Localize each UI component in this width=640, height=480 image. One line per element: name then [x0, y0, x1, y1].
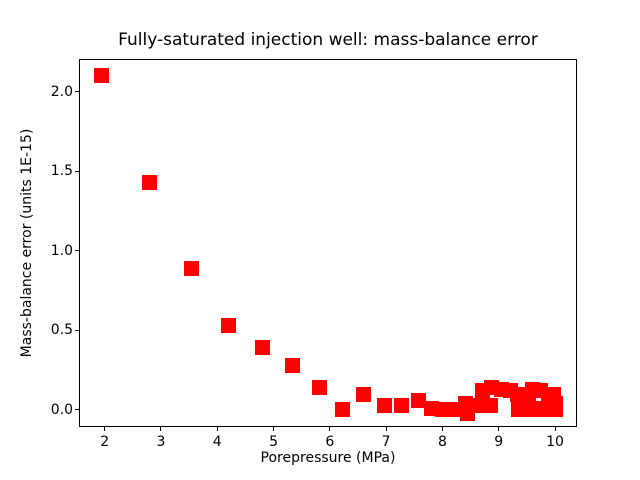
x-tick-label: 8	[437, 434, 447, 450]
x-tick-mark	[329, 427, 331, 431]
scatter-point	[548, 396, 564, 412]
scatter-point	[376, 397, 392, 413]
scatter-point	[94, 68, 110, 84]
x-tick-mark	[441, 427, 443, 431]
scatter-point	[311, 380, 327, 396]
x-tick-label: 2	[100, 434, 110, 450]
x-tick-label: 4	[212, 434, 222, 450]
scatter-point	[254, 340, 270, 356]
y-tick-mark	[75, 91, 79, 93]
x-tick-label: 5	[269, 434, 278, 450]
y-tick-mark	[75, 409, 79, 411]
y-tick-label: 0.5	[50, 322, 73, 339]
scatter-point	[410, 392, 426, 408]
y-tick-label: 0.0	[50, 401, 73, 418]
scatter-point	[284, 357, 300, 373]
x-tick-mark	[385, 427, 387, 431]
x-tick-mark	[498, 427, 500, 431]
scatter-point	[434, 402, 450, 418]
y-tick-label: 1.5	[50, 163, 73, 180]
x-axis-label: Porepressure (MPa)	[260, 450, 396, 466]
x-tick-mark	[273, 427, 275, 431]
scatter-point	[183, 260, 199, 276]
scatter-point	[394, 397, 410, 413]
scatter-point	[446, 402, 462, 418]
scatter-point	[334, 402, 350, 418]
x-tick-label: 6	[325, 434, 335, 450]
x-tick-mark	[216, 427, 218, 431]
chart-title: Fully-saturated injection well: mass-bal…	[118, 30, 538, 50]
scatter-point	[356, 386, 372, 402]
y-tick-label: 1.0	[50, 242, 73, 259]
plot-area	[79, 59, 577, 427]
scatter-point	[482, 397, 498, 413]
x-tick-mark	[554, 427, 556, 431]
y-tick-mark	[75, 250, 79, 252]
x-tick-label: 10	[546, 434, 564, 450]
y-tick-mark	[75, 170, 79, 172]
y-tick-label: 2.0	[50, 83, 73, 100]
scatter-point	[142, 174, 158, 190]
y-tick-mark	[75, 329, 79, 331]
x-tick-label: 9	[494, 434, 504, 450]
x-tick-mark	[160, 427, 162, 431]
y-axis-label: Mass-balance error (units 1E-15)	[19, 128, 35, 358]
scatter-point	[221, 318, 237, 334]
x-tick-mark	[104, 427, 106, 431]
x-tick-label: 7	[381, 434, 391, 450]
scatter-point	[459, 405, 475, 421]
x-tick-label: 3	[156, 434, 166, 450]
